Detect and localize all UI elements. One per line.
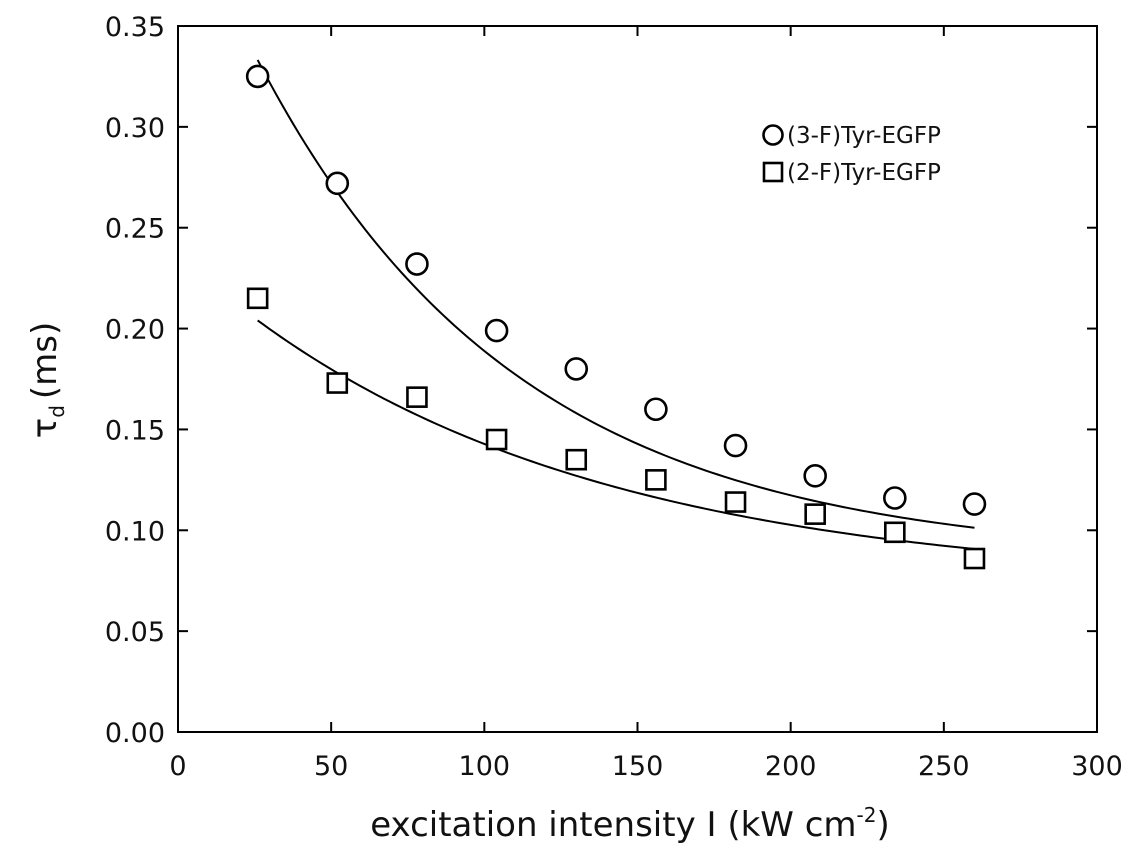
legend-entry: (3-F)Tyr-EGFP (787, 123, 941, 149)
legend-marker-circle (762, 124, 784, 146)
point-square (724, 491, 747, 513)
y-tick-label: 0.20 (105, 315, 165, 346)
x-tick-label: 200 (765, 751, 817, 782)
point-circle (962, 492, 987, 516)
point-square (645, 469, 667, 491)
x-tick-label: 100 (459, 751, 511, 782)
x-tick-label: 300 (1071, 751, 1123, 782)
point-square (963, 547, 986, 570)
plot-frame (177, 25, 1098, 733)
legend: (3-F)Tyr-EGFP (2-F)Tyr-EGFP (762, 123, 941, 186)
point-circle (883, 486, 907, 510)
point-square (246, 287, 269, 310)
point-circle (325, 171, 350, 196)
y-tick-label: 0.35 (105, 12, 165, 43)
fit-curve-series-1 (257, 319, 975, 551)
point-square (565, 448, 588, 471)
y-tick-label: 0.00 (105, 718, 165, 749)
y-tick-label: 0.10 (105, 516, 165, 547)
point-circle (564, 357, 589, 381)
legend-entry: (2-F)Tyr-EGFP (787, 160, 941, 186)
point-square (804, 503, 826, 525)
point-circle (484, 318, 509, 343)
point-square (884, 521, 906, 544)
x-axis-label: excitation intensity I (kW cm-2) (370, 803, 890, 845)
point-square (406, 386, 428, 408)
x-tick-label: 150 (612, 751, 664, 782)
point-circle (405, 252, 429, 276)
y-tick-label: 0.15 (105, 415, 165, 446)
fit-curves (256, 59, 975, 551)
y-tick-label: 0.05 (105, 617, 165, 648)
point-circle (723, 433, 748, 458)
y-tick-label: 0.30 (105, 113, 165, 144)
point-circle (803, 464, 827, 488)
point-circle (245, 64, 270, 89)
legend-marker-square (762, 161, 784, 183)
fit-curve-series-0 (256, 59, 975, 529)
x-tick-label: 250 (918, 751, 970, 782)
x-tick-label: 50 (314, 751, 348, 782)
axes: 0 50 100 150 200 250 300 0.00 0.05 0.10 0.15 0.20 0.… (105, 12, 1123, 782)
y-axis-label: τd(ms) (25, 322, 69, 439)
y-tick-label: 0.25 (105, 214, 165, 245)
data-points (245, 64, 987, 570)
point-square (485, 428, 508, 451)
x-tick-label: 0 (169, 751, 186, 782)
point-circle (644, 397, 668, 422)
point-square (326, 372, 349, 394)
